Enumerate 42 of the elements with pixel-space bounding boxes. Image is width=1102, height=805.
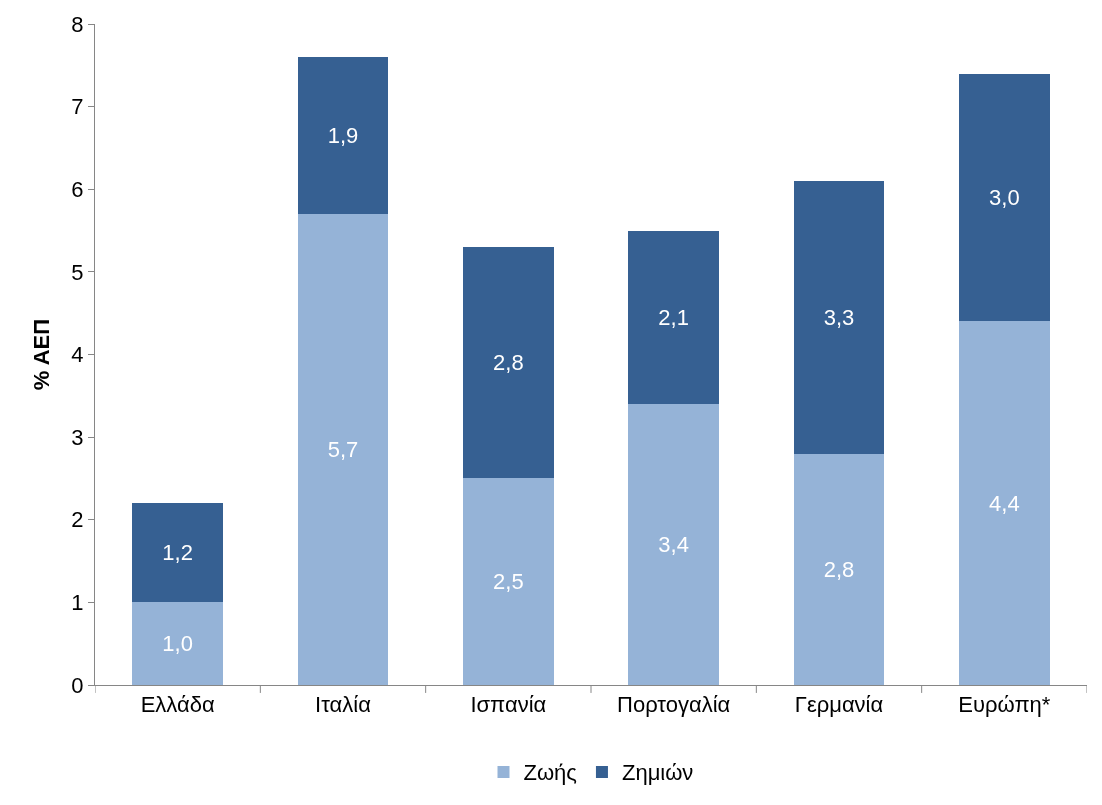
y-tick-label: 5 (71, 259, 84, 285)
data-label: 3,0 (989, 185, 1020, 211)
legend-label: Ζημιών (621, 760, 694, 786)
bar (132, 503, 224, 603)
y-tick-label: 4 (71, 342, 84, 368)
data-label: 3,4 (658, 532, 689, 558)
bar (628, 404, 720, 685)
data-label: 1,2 (162, 540, 193, 566)
y-tick-label: 0 (71, 672, 84, 698)
x-tick-label: Ευρώπη* (958, 692, 1051, 718)
bar (132, 602, 224, 685)
y-axis-title: % ΑΕΠ (29, 318, 55, 391)
data-label: 1,9 (327, 123, 359, 149)
data-label: 1,0 (162, 631, 193, 657)
data-label: 4,4 (989, 490, 1020, 516)
bar (793, 453, 885, 685)
data-label: 2,5 (493, 569, 524, 595)
y-tick-label: 8 (71, 11, 84, 37)
data-label: 2,1 (658, 304, 689, 330)
bar (297, 214, 389, 685)
data-label: 5,7 (327, 437, 359, 463)
x-tick-label: Πορτογαλία (617, 692, 731, 718)
bar (793, 180, 885, 454)
x-tick-label: Ελλάδα (140, 692, 215, 718)
bar (462, 478, 554, 685)
legend-label: Ζωής (523, 760, 577, 786)
data-label: 2,8 (493, 350, 524, 376)
y-tick-label: 2 (71, 507, 84, 533)
x-tick-label: Ιταλία (315, 692, 372, 718)
x-tick-label: Ισπανία (470, 692, 547, 718)
data-label: 2,8 (823, 556, 855, 582)
bar (297, 57, 389, 215)
y-tick-label: 7 (71, 94, 84, 120)
data-label: 3,3 (823, 304, 855, 330)
bar (958, 321, 1050, 685)
y-tick-label: 6 (71, 176, 84, 202)
bar (628, 230, 720, 405)
bar (958, 73, 1050, 322)
bar (462, 247, 554, 479)
x-tick-label: Γερμανία (794, 692, 884, 718)
y-tick-label: 1 (71, 590, 84, 616)
y-tick-label: 3 (71, 424, 84, 450)
